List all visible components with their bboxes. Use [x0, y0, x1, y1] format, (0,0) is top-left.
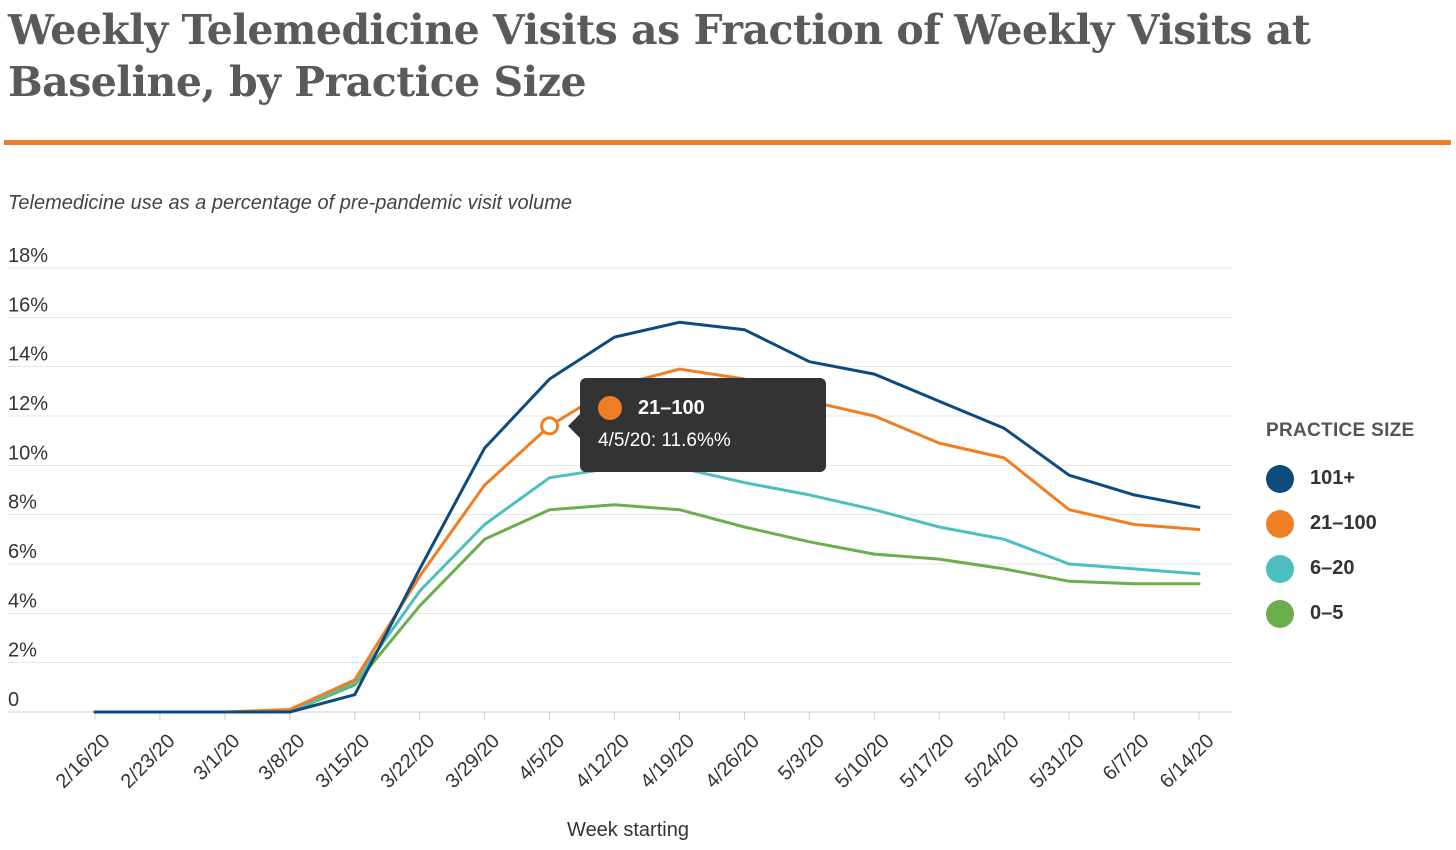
chart-title: Weekly Telemedicine Visits as Fraction o…	[8, 6, 1311, 106]
legend-label: 21–100	[1310, 512, 1377, 534]
legend-label: 6–20	[1310, 557, 1355, 579]
y-tick-label: 8%	[8, 492, 37, 514]
x-tick-label: 5/31/20	[1026, 730, 1089, 793]
legend-item-101plus[interactable]: 101+	[1266, 456, 1446, 501]
series-line-21-100	[93, 367, 1201, 714]
x-tick-label: 6/14/20	[1156, 730, 1219, 793]
y-tick-label: 0	[8, 689, 19, 711]
x-tick-label: 4/26/20	[701, 730, 764, 793]
y-tick-label: 14%	[8, 344, 48, 366]
legend-label: 0–5	[1310, 602, 1344, 624]
y-tick-label: 2%	[8, 640, 37, 662]
x-tick-label: 5/3/20	[774, 730, 829, 785]
legend-item-6-20[interactable]: 6–20	[1266, 546, 1446, 591]
legend-swatch	[1266, 509, 1294, 538]
legend-item-0-5[interactable]: 0–5	[1266, 591, 1446, 636]
x-tick-label: 4/12/20	[571, 730, 634, 793]
tooltip-swatch	[598, 396, 622, 420]
y-tick-label: 12%	[8, 393, 48, 415]
x-tick-label: 4/19/20	[636, 730, 699, 793]
x-tick-label: 3/22/20	[376, 730, 439, 793]
x-tick-label: 5/24/20	[961, 730, 1024, 793]
y-tick-label: 18%	[8, 245, 48, 267]
x-tick-label: 6/7/20	[1099, 730, 1154, 785]
legend-swatch	[1266, 554, 1294, 583]
legend-swatch	[1266, 599, 1294, 628]
title-divider	[4, 140, 1451, 145]
tooltip-series: 21–100	[638, 396, 705, 419]
chart-subtitle: Telemedicine use as a percentage of pre-…	[8, 192, 573, 214]
x-tick-label: 3/29/20	[441, 730, 504, 793]
x-axis-title: Week starting	[567, 819, 689, 841]
legend: PRACTICE SIZE 101+ 21–100 6–20 0–5	[1266, 420, 1446, 636]
series-line-6-20	[93, 466, 1201, 714]
y-tick-label: 16%	[8, 294, 48, 316]
legend-item-21-100[interactable]: 21–100	[1266, 501, 1446, 546]
series-line-101plus	[93, 320, 1201, 714]
hover-point-marker	[540, 416, 560, 436]
legend-title: PRACTICE SIZE	[1266, 420, 1415, 441]
x-tick-label: 2/16/20	[52, 730, 115, 793]
x-tick-label: 3/8/20	[254, 730, 309, 785]
legend-swatch	[1266, 464, 1294, 493]
x-tick-label: 3/15/20	[312, 730, 375, 793]
tooltip: 21–100 4/5/20: 11.6%%	[568, 378, 826, 472]
tooltip-value: 4/5/20: 11.6%%	[598, 430, 731, 451]
x-tick-label: 3/1/20	[190, 730, 245, 785]
y-tick-label: 4%	[8, 590, 37, 612]
legend-label: 101+	[1310, 467, 1356, 489]
x-tick-label: 5/17/20	[896, 730, 959, 793]
y-tick-label: 6%	[8, 541, 37, 563]
x-tick-label: 2/23/20	[117, 730, 180, 793]
x-tick-label: 4/5/20	[514, 730, 569, 785]
series-line-0-5	[93, 503, 1201, 714]
x-tick-label: 5/10/20	[831, 730, 894, 793]
y-tick-label: 10%	[8, 442, 48, 464]
